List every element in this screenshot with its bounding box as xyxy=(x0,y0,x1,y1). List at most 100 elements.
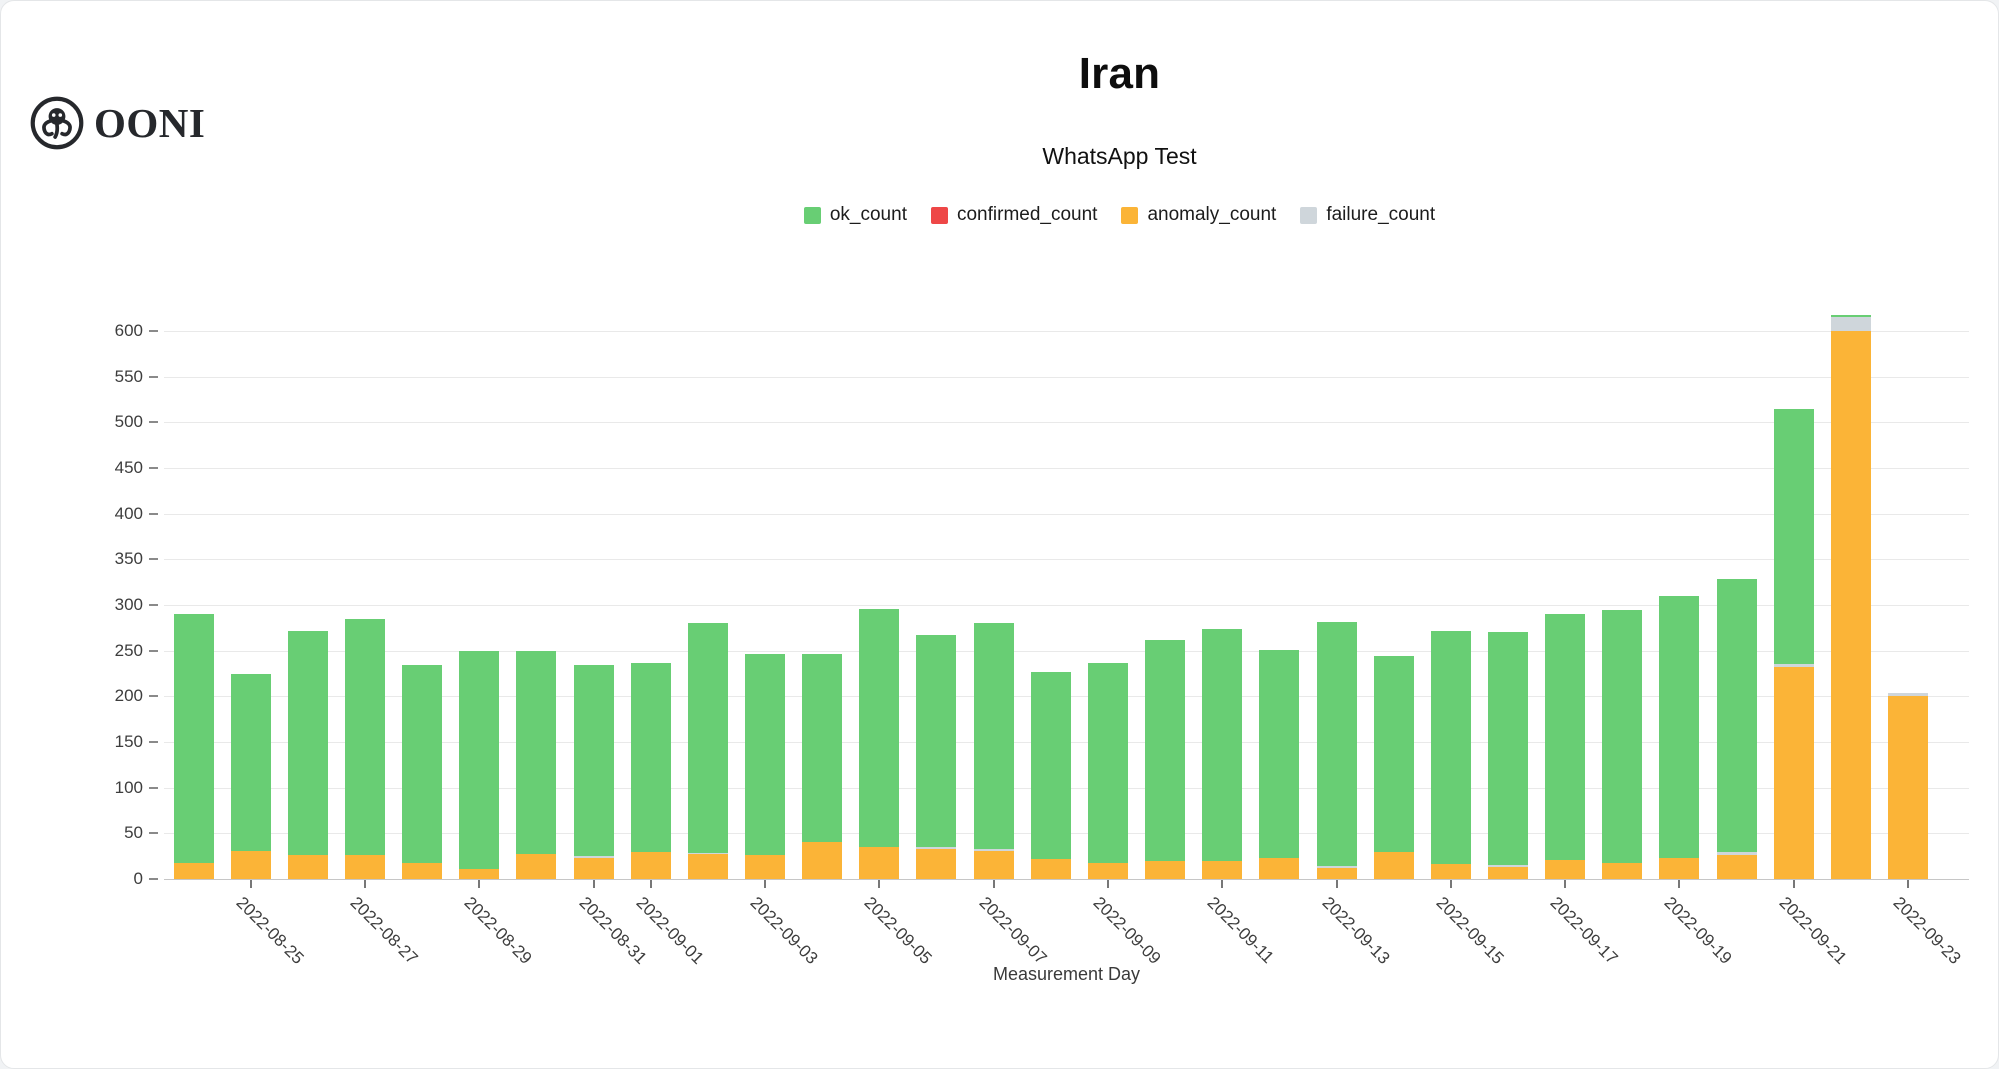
bar-segment-ok_count-2022-09-02[interactable] xyxy=(687,623,728,853)
y-tick-300 xyxy=(149,604,158,606)
bar-segment-ok_count-2022-09-04[interactable] xyxy=(802,654,843,843)
bar-segment-ok_count-2022-09-05[interactable] xyxy=(859,608,900,848)
bar-segment-anomaly_count-2022-09-06[interactable] xyxy=(916,848,957,879)
bar-segment-ok_count-2022-09-12[interactable] xyxy=(1259,649,1300,858)
x-tick-2022-09-19 xyxy=(1678,880,1681,888)
bar-segment-ok_count-2022-09-11[interactable] xyxy=(1202,628,1243,861)
bar-segment-failure_count-2022-09-07[interactable] xyxy=(973,848,1014,851)
bar-segment-ok_count-2022-09-01[interactable] xyxy=(630,662,671,852)
bar-segment-anomaly_count-2022-09-18[interactable] xyxy=(1602,862,1643,879)
bar-segment-anomaly_count-2022-08-29[interactable] xyxy=(459,868,500,879)
bar-segment-anomaly_count-2022-09-10[interactable] xyxy=(1145,860,1186,879)
x-tick-2022-09-23 xyxy=(1907,880,1909,888)
bar-segment-ok_count-2022-08-31[interactable] xyxy=(573,665,614,857)
y-tick-label-500: 500 xyxy=(114,412,143,432)
bar-segment-ok_count-2022-09-17[interactable] xyxy=(1545,614,1586,860)
bar-segment-anomaly_count-2022-09-19[interactable] xyxy=(1659,857,1700,879)
gridline-400 xyxy=(164,513,1969,515)
legend-item-failure_count[interactable]: failure_count xyxy=(1300,204,1435,226)
x-tick-2022-08-25 xyxy=(249,880,252,888)
bar-segment-anomaly_count-2022-08-31[interactable] xyxy=(573,857,614,879)
chart-legend: ok_count confirmed_count anomaly_count fail… xyxy=(241,204,1998,226)
bar-segment-failure_count-2022-08-31[interactable] xyxy=(573,856,614,858)
bar-segment-failure_count-2022-09-02[interactable] xyxy=(687,852,728,855)
gridline-0 xyxy=(164,879,1969,880)
y-tick-label-300: 300 xyxy=(114,595,143,614)
bar-segment-anomaly_count-2022-09-22[interactable] xyxy=(1830,331,1871,879)
y-tick-label-100: 100 xyxy=(114,777,143,797)
bar-segment-anomaly_count-2022-09-20[interactable] xyxy=(1716,855,1757,879)
x-tick-2022-09-01 xyxy=(649,880,652,888)
bar-segment-anomaly_count-2022-09-13[interactable] xyxy=(1316,868,1357,879)
bar-segment-ok_count-2022-09-14[interactable] xyxy=(1373,656,1414,852)
bar-segment-ok_count-2022-08-28[interactable] xyxy=(402,665,443,864)
bar-segment-anomaly_count-2022-08-30[interactable] xyxy=(516,854,557,879)
bar-segment-anomaly_count-2022-09-05[interactable] xyxy=(859,847,900,879)
bar-segment-ok_count-2022-09-06[interactable] xyxy=(916,635,957,848)
y-tick-150 xyxy=(149,741,158,743)
y-tick-label-400: 400 xyxy=(114,503,143,523)
bar-segment-anomaly_count-2022-09-12[interactable] xyxy=(1259,857,1300,879)
bar-segment-ok_count-2022-08-27[interactable] xyxy=(344,618,385,856)
bar-segment-failure_count-2022-09-06[interactable] xyxy=(916,847,957,849)
legend-label: failure_count xyxy=(1326,204,1436,225)
bar-segment-anomaly_count-2022-09-04[interactable] xyxy=(802,842,843,879)
bar-segment-anomaly_count-2022-09-03[interactable] xyxy=(745,855,785,879)
y-tick-100 xyxy=(149,786,158,789)
x-tick-label-2022-09-21: 2022-09-21 xyxy=(1775,893,1851,968)
bar-segment-ok_count-2022-09-20[interactable] xyxy=(1716,579,1757,852)
x-tick-2022-09-07 xyxy=(992,880,995,888)
bar-segment-anomaly_count-2022-09-07[interactable] xyxy=(973,850,1014,879)
bar-segment-ok_count-2022-08-26[interactable] xyxy=(287,630,328,856)
bar-segment-ok_count-2022-09-07[interactable] xyxy=(973,623,1014,849)
bar-segment-anomaly_count-2022-08-27[interactable] xyxy=(344,855,385,879)
bar-segment-failure_count-2022-09-13[interactable] xyxy=(1316,866,1357,869)
bar-segment-ok_count-2022-08-29[interactable] xyxy=(459,650,500,869)
bar-segment-anomaly_count-2022-09-14[interactable] xyxy=(1373,851,1414,879)
bar-segment-ok_count-2022-09-19[interactable] xyxy=(1659,595,1700,858)
bar-segment-anomaly_count-2022-08-26[interactable] xyxy=(287,855,328,879)
x-tick-label-2022-09-03: 2022-09-03 xyxy=(746,893,822,968)
y-tick-600 xyxy=(149,330,158,333)
x-tick-label-2022-09-23: 2022-09-23 xyxy=(1889,893,1965,968)
bar-segment-failure_count-2022-09-22[interactable] xyxy=(1830,317,1871,331)
legend-item-confirmed_count[interactable]: confirmed_count xyxy=(930,204,1097,226)
bar-segment-ok_count-2022-09-18[interactable] xyxy=(1602,610,1643,863)
bar-segment-ok_count-2022-09-10[interactable] xyxy=(1145,639,1186,861)
bar-segment-ok_count-2022-09-08[interactable] xyxy=(1030,671,1071,859)
bar-segment-ok_count-2022-09-03[interactable] xyxy=(745,654,785,856)
x-tick-label-2022-09-05: 2022-09-05 xyxy=(860,893,936,968)
bar-segment-anomaly_count-2022-08-24[interactable] xyxy=(173,863,214,879)
y-tick-400 xyxy=(149,512,158,515)
bar-segment-anomaly_count-2022-09-09[interactable] xyxy=(1087,862,1128,879)
bar-segment-failure_count-2022-09-21[interactable] xyxy=(1773,664,1814,668)
bar-segment-ok_count-2022-09-22[interactable] xyxy=(1830,315,1871,318)
bar-segment-anomaly_count-2022-09-11[interactable] xyxy=(1202,860,1243,879)
bar-segment-anomaly_count-2022-09-08[interactable] xyxy=(1030,858,1071,879)
bar-segment-ok_count-2022-09-09[interactable] xyxy=(1087,662,1128,863)
bar-segment-anomaly_count-2022-08-28[interactable] xyxy=(402,863,443,879)
bar-segment-failure_count-2022-09-23[interactable] xyxy=(1888,692,1928,697)
bar-segment-ok_count-2022-08-24[interactable] xyxy=(173,614,214,864)
bar-segment-anomaly_count-2022-09-23[interactable] xyxy=(1888,696,1928,879)
bar-segment-anomaly_count-2022-08-25[interactable] xyxy=(230,850,271,879)
legend-item-anomaly_count[interactable]: anomaly_count xyxy=(1121,204,1276,226)
bar-segment-failure_count-2022-09-16[interactable] xyxy=(1487,865,1528,868)
y-tick-450 xyxy=(149,467,158,469)
bar-segment-anomaly_count-2022-09-16[interactable] xyxy=(1487,867,1528,879)
legend-item-ok_count[interactable]: ok_count xyxy=(803,204,907,226)
bar-segment-failure_count-2022-09-20[interactable] xyxy=(1716,851,1757,856)
bar-segment-anomaly_count-2022-09-21[interactable] xyxy=(1773,667,1814,879)
bar-segment-anomaly_count-2022-09-15[interactable] xyxy=(1430,864,1471,879)
bar-segment-anomaly_count-2022-09-17[interactable] xyxy=(1545,859,1586,879)
bar-segment-ok_count-2022-08-30[interactable] xyxy=(516,650,557,855)
bar-segment-ok_count-2022-09-13[interactable] xyxy=(1316,622,1357,867)
bar-segment-ok_count-2022-09-21[interactable] xyxy=(1773,408,1814,665)
bar-segment-anomaly_count-2022-09-01[interactable] xyxy=(630,851,671,879)
bar-segment-ok_count-2022-09-16[interactable] xyxy=(1487,632,1528,866)
bar-segment-anomaly_count-2022-09-02[interactable] xyxy=(687,854,728,879)
bar-segment-ok_count-2022-08-25[interactable] xyxy=(230,674,271,851)
x-tick-2022-08-29 xyxy=(478,880,481,888)
bar-segment-ok_count-2022-09-15[interactable] xyxy=(1430,630,1471,865)
